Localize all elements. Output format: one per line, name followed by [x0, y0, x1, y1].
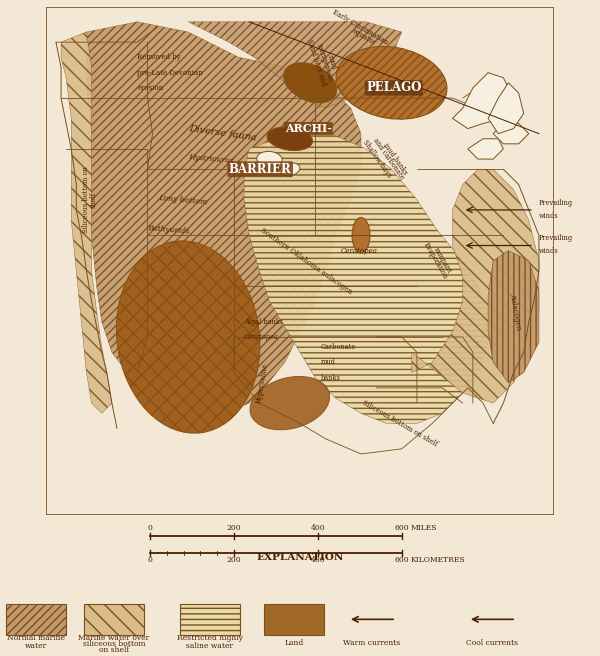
Text: Bathyurids: Bathyurids — [148, 224, 190, 236]
Text: pre-Late Devonian: pre-Late Devonian — [137, 69, 203, 77]
Text: 400: 400 — [311, 525, 325, 533]
Text: Land: Land — [284, 639, 304, 647]
Polygon shape — [61, 32, 112, 413]
Text: Marine water over: Marine water over — [79, 634, 149, 642]
Text: BARRIER: BARRIER — [229, 163, 292, 176]
Text: Prevailing: Prevailing — [539, 234, 573, 243]
Ellipse shape — [250, 377, 329, 430]
Text: 200: 200 — [227, 525, 241, 533]
Text: Diverse fauna: Diverse fauna — [188, 125, 257, 143]
Ellipse shape — [284, 63, 337, 103]
Text: Warm currents: Warm currents — [343, 639, 401, 647]
Polygon shape — [468, 139, 503, 159]
Text: Algal banks: Algal banks — [244, 318, 283, 326]
Ellipse shape — [280, 163, 300, 176]
Text: erosion: erosion — [137, 84, 164, 92]
Text: Shallow bays: Shallow bays — [361, 138, 393, 180]
Text: Ceratopea: Ceratopea — [341, 247, 377, 255]
Text: Carbonate: Carbonate — [320, 343, 356, 351]
Text: Limy bottom: Limy bottom — [158, 194, 207, 206]
Polygon shape — [244, 134, 488, 424]
Text: KILOMETRES: KILOMETRES — [411, 556, 466, 564]
Text: winds: winds — [539, 247, 559, 255]
Text: rampant: rampant — [432, 246, 454, 276]
Text: Siliceous bottom on: Siliceous bottom on — [82, 167, 91, 233]
Text: 0: 0 — [148, 556, 152, 564]
Ellipse shape — [257, 152, 282, 167]
Text: Aulacogen: Aulacogen — [508, 293, 523, 331]
Text: Normal marine: Normal marine — [7, 634, 65, 642]
Text: 200: 200 — [227, 556, 241, 564]
Text: mud banks: mud banks — [382, 142, 409, 176]
Text: Siliceous bottom on shelf: Siliceous bottom on shelf — [361, 399, 439, 448]
Text: shelf: shelf — [90, 192, 98, 208]
FancyBboxPatch shape — [180, 604, 240, 635]
FancyBboxPatch shape — [264, 604, 324, 635]
Text: Hystricurus: Hystricurus — [188, 153, 234, 165]
Text: 600: 600 — [395, 556, 409, 564]
Ellipse shape — [352, 218, 370, 253]
Text: Southern Oklahoma aulacogen: Southern Oklahoma aulacogen — [259, 226, 354, 296]
FancyBboxPatch shape — [6, 604, 66, 635]
Ellipse shape — [267, 127, 313, 150]
Ellipse shape — [336, 47, 447, 119]
Text: terrigenous: terrigenous — [315, 43, 335, 83]
Text: Cool currents: Cool currents — [466, 639, 518, 647]
Text: Prevailing: Prevailing — [539, 199, 573, 207]
Text: 0: 0 — [148, 525, 152, 533]
Text: 600: 600 — [395, 525, 409, 533]
Polygon shape — [188, 22, 401, 108]
Text: saline water: saline water — [187, 642, 233, 649]
Text: Restricted highly: Restricted highly — [177, 634, 243, 642]
Text: water: water — [25, 642, 47, 649]
Text: on shelf: on shelf — [99, 646, 129, 654]
Text: equator: equator — [351, 27, 377, 47]
Text: banks: banks — [320, 374, 340, 382]
Text: Removed by: Removed by — [137, 53, 181, 62]
Text: EXPLANATION: EXPLANATION — [256, 553, 344, 562]
Text: Evaporation: Evaporation — [422, 241, 449, 281]
Text: ARCHI-: ARCHI- — [285, 123, 332, 134]
Polygon shape — [488, 83, 524, 134]
Text: and carbonate: and carbonate — [371, 137, 406, 181]
Text: MILES: MILES — [411, 525, 437, 533]
Text: mud: mud — [325, 54, 338, 71]
Text: Early Cincinnatian: Early Cincinnatian — [331, 8, 389, 46]
Text: siliceous bottom: siliceous bottom — [83, 640, 145, 648]
Text: 400: 400 — [311, 556, 325, 564]
Polygon shape — [86, 22, 361, 413]
Text: Sand bars and: Sand bars and — [305, 38, 328, 87]
Text: winds: winds — [539, 211, 559, 220]
Polygon shape — [452, 73, 514, 129]
Text: Hypersaline: Hypersaline — [254, 362, 269, 403]
Text: PELAGO: PELAGO — [366, 81, 421, 94]
Polygon shape — [412, 169, 539, 403]
Polygon shape — [488, 251, 539, 383]
Ellipse shape — [116, 241, 260, 433]
Text: Ceratopea: Ceratopea — [244, 333, 279, 341]
FancyBboxPatch shape — [84, 604, 144, 635]
Polygon shape — [493, 123, 529, 144]
Text: mud: mud — [320, 358, 335, 367]
